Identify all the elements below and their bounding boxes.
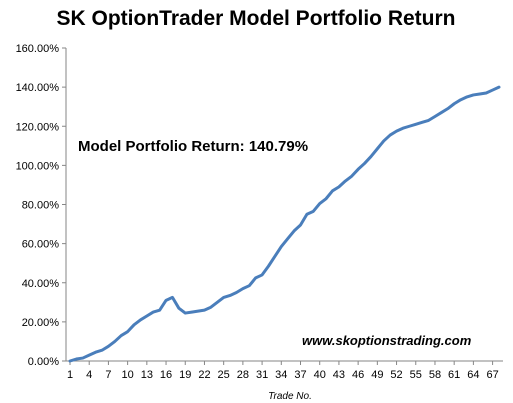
x-tick-label: 37 [294, 369, 306, 381]
x-tick-label: 4 [86, 369, 92, 381]
y-tick-label: 80.00% [22, 200, 60, 212]
portfolio-return-line [68, 85, 501, 363]
x-tick-label: 49 [371, 369, 383, 381]
y-tick-label: 0.00% [28, 356, 59, 368]
x-tick-label: 64 [467, 369, 479, 381]
x-tick-label: 61 [448, 369, 460, 381]
x-tick-label: 31 [256, 369, 268, 381]
y-tick-label: 60.00% [22, 239, 60, 251]
y-tick-label: 160.00% [16, 43, 60, 55]
x-tick-label: 7 [105, 369, 111, 381]
x-tick-label: 28 [237, 369, 249, 381]
x-tick-label: 1 [67, 369, 73, 381]
x-tick-label: 16 [160, 369, 172, 381]
chart-title: SK OptionTrader Model Portfolio Return [57, 7, 456, 30]
y-tick-label: 140.00% [16, 82, 60, 94]
y-tick-label: 100.00% [16, 160, 60, 172]
y-tick-label: 40.00% [22, 278, 60, 290]
x-tick-label: 40 [314, 369, 326, 381]
website-watermark: www.skoptionstrading.com [302, 333, 472, 348]
x-tick-label: 58 [429, 369, 441, 381]
x-tick-label: 25 [218, 369, 230, 381]
y-axis-ticks: 0.00% 20.00% 40.00% 60.00% 80.00% 100.00% 120.… [16, 43, 66, 368]
x-tick-label: 10 [122, 369, 134, 381]
x-tick-label: 13 [141, 369, 153, 381]
portfolio-return-annotation: Model Portfolio Return: 140.79% [78, 138, 308, 155]
x-tick-label: 52 [390, 369, 402, 381]
x-axis-ticks: 1 4 7 10 13 16 19 22 25 28 31 34 37 40 43 46 49 52 55 58 61 6… [67, 361, 499, 381]
y-tick-label: 20.00% [22, 317, 60, 329]
x-tick-label: 34 [275, 369, 287, 381]
x-tick-label: 67 [486, 369, 498, 381]
y-tick-label: 120.00% [16, 121, 60, 133]
chart-axes [65, 48, 503, 362]
x-tick-label: 19 [179, 369, 191, 381]
x-axis-label: Trade No. [268, 391, 312, 402]
x-tick-label: 46 [352, 369, 364, 381]
x-tick-label: 22 [198, 369, 210, 381]
x-tick-label: 43 [333, 369, 345, 381]
x-tick-label: 55 [410, 369, 422, 381]
